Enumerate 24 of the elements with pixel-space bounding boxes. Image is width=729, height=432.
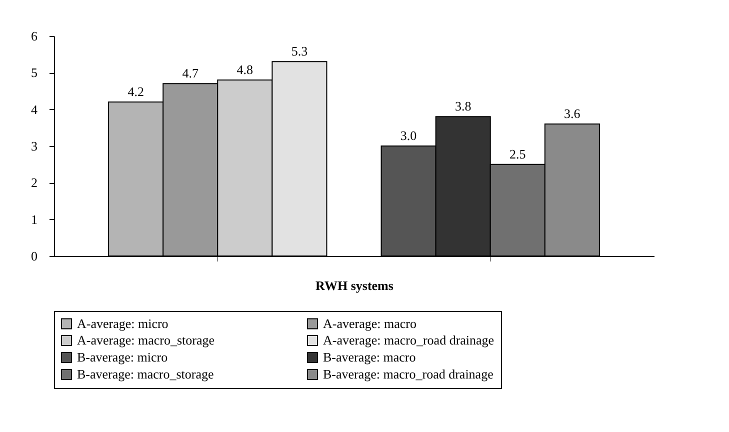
legend-label: B-average: micro [77, 350, 168, 364]
data-label: 4.8 [236, 62, 254, 77]
data-label: 4.2 [128, 84, 144, 99]
y-tick-label: 3 [31, 138, 38, 154]
data-label: 3.8 [454, 98, 472, 114]
legend-label: A-average: macro_storage [77, 332, 215, 348]
y-tick-label: 4 [31, 102, 38, 117]
legend-label: B-average: macro_road drainage [323, 366, 494, 382]
data-label: 2.5 [510, 146, 526, 162]
data-label: 4.7 [182, 66, 199, 81]
y-tick-label: 1 [31, 212, 38, 227]
y-tick-label: 0 [31, 248, 38, 264]
y-tick-label: 5 [31, 65, 38, 80]
y-tick-label: 6 [31, 28, 38, 44]
data-label: 3.6 [564, 106, 581, 121]
data-label: 5.3 [291, 44, 308, 59]
legend-label: A-average: micro [77, 316, 168, 331]
y-tick-label: 2 [31, 175, 38, 190]
legend-label: B-average: macro_storage [77, 366, 214, 382]
data-label: 3.0 [400, 128, 417, 143]
x-axis-title: RWH systems [316, 278, 394, 293]
legend-label: B-average: macro [323, 350, 416, 364]
legend-label: A-average: macro [323, 316, 416, 331]
legend-label: A-average: macro_road drainage [323, 332, 494, 348]
